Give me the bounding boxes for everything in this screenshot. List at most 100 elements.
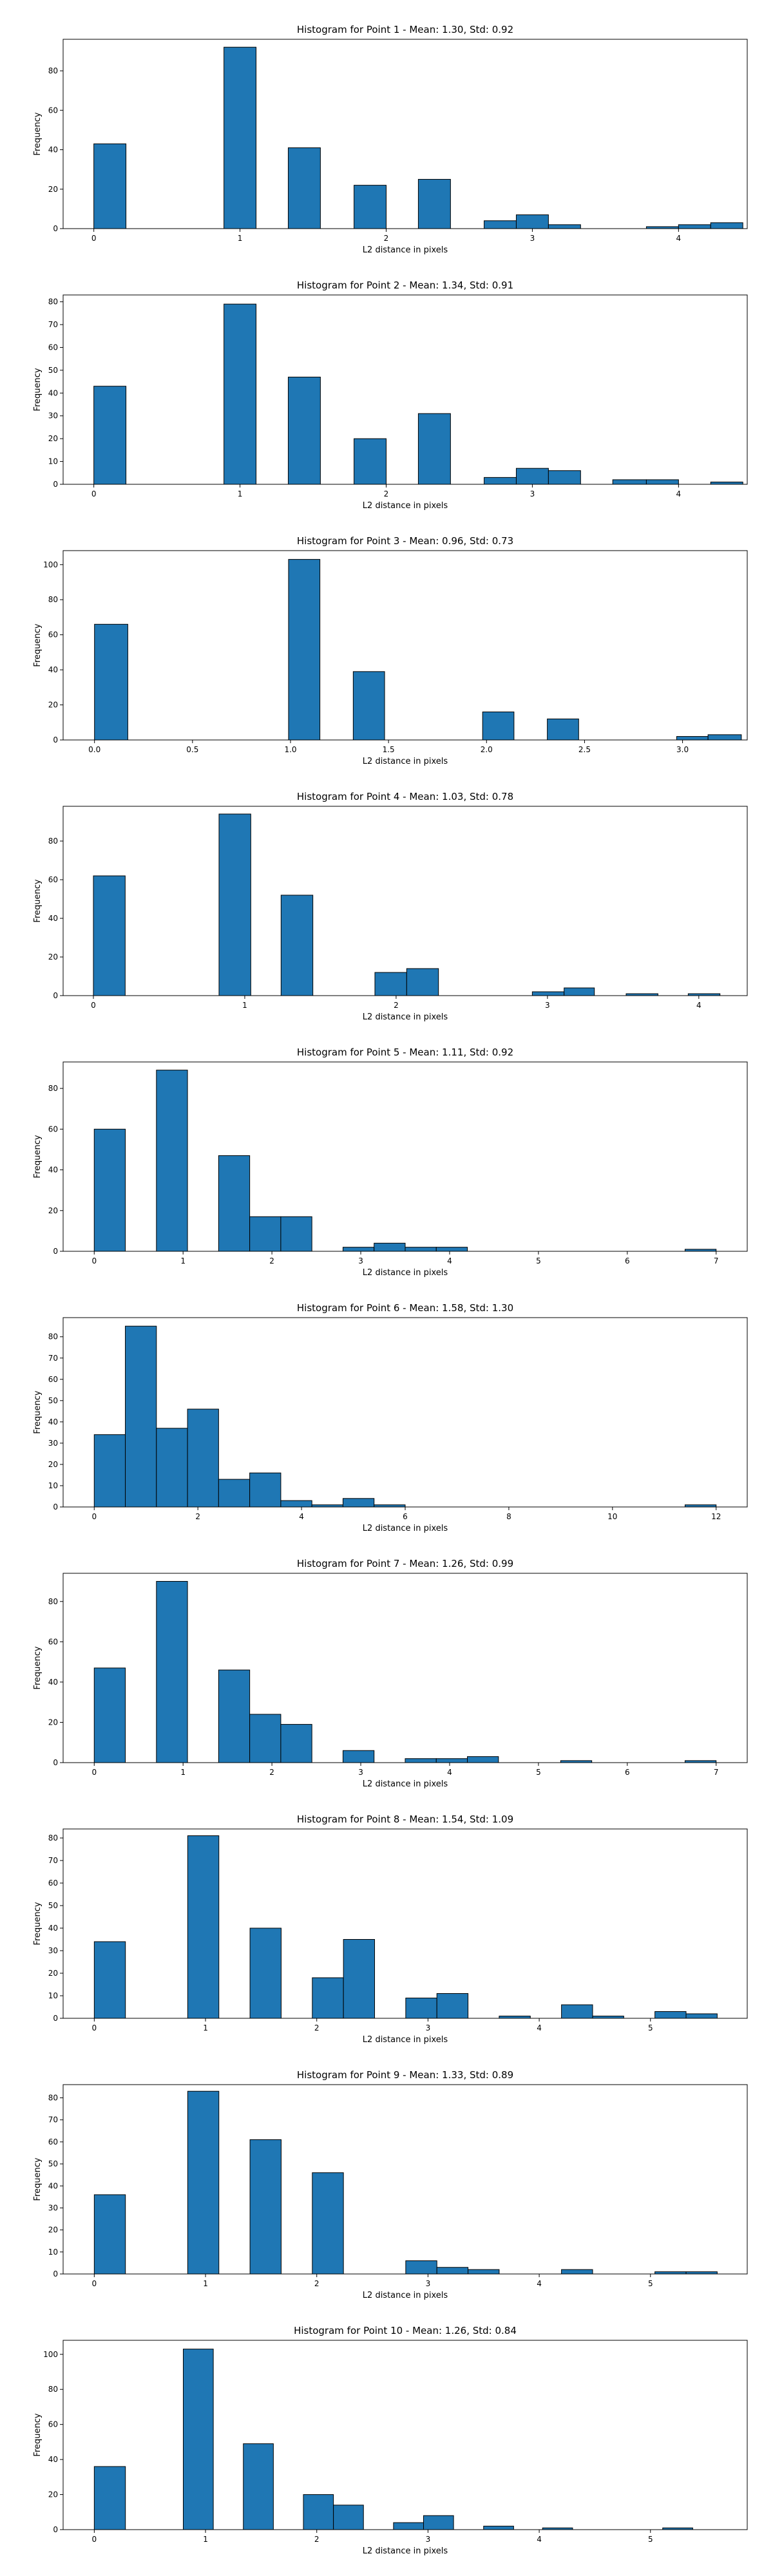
- chart-title: Histogram for Point 7 - Mean: 1.26, Std:…: [297, 1558, 513, 1569]
- x-tick-label: 2: [269, 1768, 274, 1777]
- histogram-bar: [93, 143, 127, 229]
- axes-frame: [62, 294, 748, 485]
- y-tick-label: 80: [48, 837, 58, 846]
- histogram-bar: [343, 1939, 376, 2019]
- histogram-bar: [393, 2522, 424, 2530]
- histogram-bar: [352, 671, 385, 741]
- x-tick-label: 3: [530, 489, 535, 498]
- chart-title: Histogram for Point 1 - Mean: 1.30, Std:…: [297, 24, 513, 35]
- x-tick-label: 4: [676, 234, 682, 243]
- x-tick-label: 5: [536, 1768, 541, 1777]
- y-tick-label: 60: [48, 343, 58, 352]
- x-tick-label: 0: [91, 489, 97, 498]
- y-tick-label: 20: [48, 1718, 58, 1727]
- y-tick-label: 50: [48, 1901, 58, 1910]
- y-tick-label: 0: [53, 2525, 58, 2534]
- histogram-bar: [676, 736, 709, 741]
- axes-frame: [62, 1828, 748, 2019]
- histogram-bar: [187, 1835, 220, 2019]
- histogram-bar: [312, 2172, 344, 2275]
- x-tick-label: 0: [91, 1256, 97, 1265]
- y-tick-label: 20: [48, 434, 58, 443]
- y-axis-label: Frequency: [33, 2413, 43, 2456]
- y-axis-label: Frequency: [33, 1902, 43, 1945]
- histogram-bar: [417, 178, 451, 229]
- histogram-bar: [405, 1758, 437, 1763]
- x-tick-label: 2: [394, 1001, 399, 1010]
- x-tick-label: 1: [180, 1768, 186, 1777]
- x-axis-label: L2 distance in pixels: [363, 501, 448, 511]
- y-tick-label: 30: [48, 412, 58, 421]
- y-tick-label: 40: [48, 914, 58, 923]
- y-tick-label: 20: [48, 2490, 58, 2499]
- histogram-chart: Histogram for Point 6 - Mean: 1.58, Std:…: [33, 1302, 748, 1533]
- axes-frame: [62, 39, 748, 229]
- axes-frame: [62, 1061, 748, 1252]
- histogram-bar: [280, 1216, 312, 1252]
- y-tick-label: 80: [48, 1597, 58, 1606]
- y-tick-label: 60: [48, 1637, 58, 1646]
- y-tick-label: 0: [53, 1247, 58, 1256]
- x-tick-label: 6: [625, 1768, 630, 1777]
- y-tick-label: 50: [48, 366, 58, 375]
- y-tick-label: 70: [48, 1856, 58, 1865]
- x-tick-label: 0: [91, 1001, 96, 1010]
- x-axis-label: L2 distance in pixels: [363, 1524, 448, 1533]
- histogram-bar: [374, 972, 407, 996]
- histogram-bar: [483, 2526, 514, 2530]
- histogram-bar: [654, 2011, 687, 2019]
- y-tick-label: 80: [48, 595, 58, 604]
- y-tick-label: 80: [48, 1332, 58, 1341]
- histogram-bar: [93, 2194, 126, 2275]
- histogram-bar: [592, 2016, 624, 2019]
- histogram-bar: [312, 1977, 344, 2019]
- histogram-bar: [564, 987, 595, 996]
- histogram-bar: [436, 1993, 469, 2019]
- x-tick-label: 7: [714, 1768, 719, 1777]
- histogram-bar: [645, 479, 679, 485]
- histogram-bar: [342, 1498, 375, 1508]
- y-axis-label: Frequency: [33, 368, 43, 411]
- y-tick-label: 60: [48, 2420, 58, 2429]
- x-tick-label: 1: [238, 489, 243, 498]
- chart-title: Histogram for Point 5 - Mean: 1.11, Std:…: [297, 1046, 513, 1058]
- y-axis-label: Frequency: [33, 2157, 43, 2201]
- histogram-bar: [685, 2271, 718, 2275]
- histogram-bar: [287, 377, 321, 485]
- histogram-bar: [435, 1758, 468, 1763]
- y-tick-label: 0: [53, 1758, 58, 1767]
- histogram-bar: [484, 477, 517, 485]
- histogram-bar: [482, 711, 515, 741]
- histogram-chart: Histogram for Point 7 - Mean: 1.26, Std:…: [33, 1558, 748, 1789]
- y-tick-label: 40: [48, 1678, 58, 1687]
- y-tick-label: 20: [48, 701, 58, 710]
- histogram-bar: [280, 1500, 312, 1508]
- histogram-bar: [182, 2349, 214, 2530]
- y-tick-label: 40: [48, 1417, 58, 1426]
- x-tick-label: 0.0: [88, 745, 100, 754]
- histogram-bar: [243, 2443, 274, 2530]
- x-tick-label: 3: [530, 234, 535, 243]
- histogram-bar: [435, 1247, 468, 1252]
- y-tick-label: 20: [48, 1460, 58, 1469]
- x-tick-label: 0: [92, 2535, 97, 2544]
- histogram-chart: Histogram for Point 8 - Mean: 1.54, Std:…: [33, 1814, 748, 2045]
- axes-frame: [62, 806, 748, 996]
- x-tick-label: 1: [203, 2023, 208, 2032]
- y-tick-label: 40: [48, 1166, 58, 1175]
- x-tick-label: 1.5: [383, 745, 395, 754]
- histogram-chart: Histogram for Point 3 - Mean: 0.96, Std:…: [33, 535, 748, 766]
- x-tick-label: 4: [696, 1001, 701, 1010]
- x-axis-label: L2 distance in pixels: [363, 2035, 448, 2045]
- x-tick-label: 0: [92, 2023, 97, 2032]
- histogram-bar: [467, 1756, 499, 1763]
- axes-frame: [62, 1573, 748, 1763]
- x-tick-label: 2: [269, 1256, 274, 1265]
- histogram-bar: [93, 1434, 126, 1508]
- y-tick-label: 0: [53, 224, 58, 233]
- y-axis-label: Frequency: [33, 623, 43, 667]
- x-tick-label: 0: [92, 2279, 97, 2288]
- histogram-bar: [224, 303, 257, 485]
- histogram-bar: [423, 2515, 454, 2530]
